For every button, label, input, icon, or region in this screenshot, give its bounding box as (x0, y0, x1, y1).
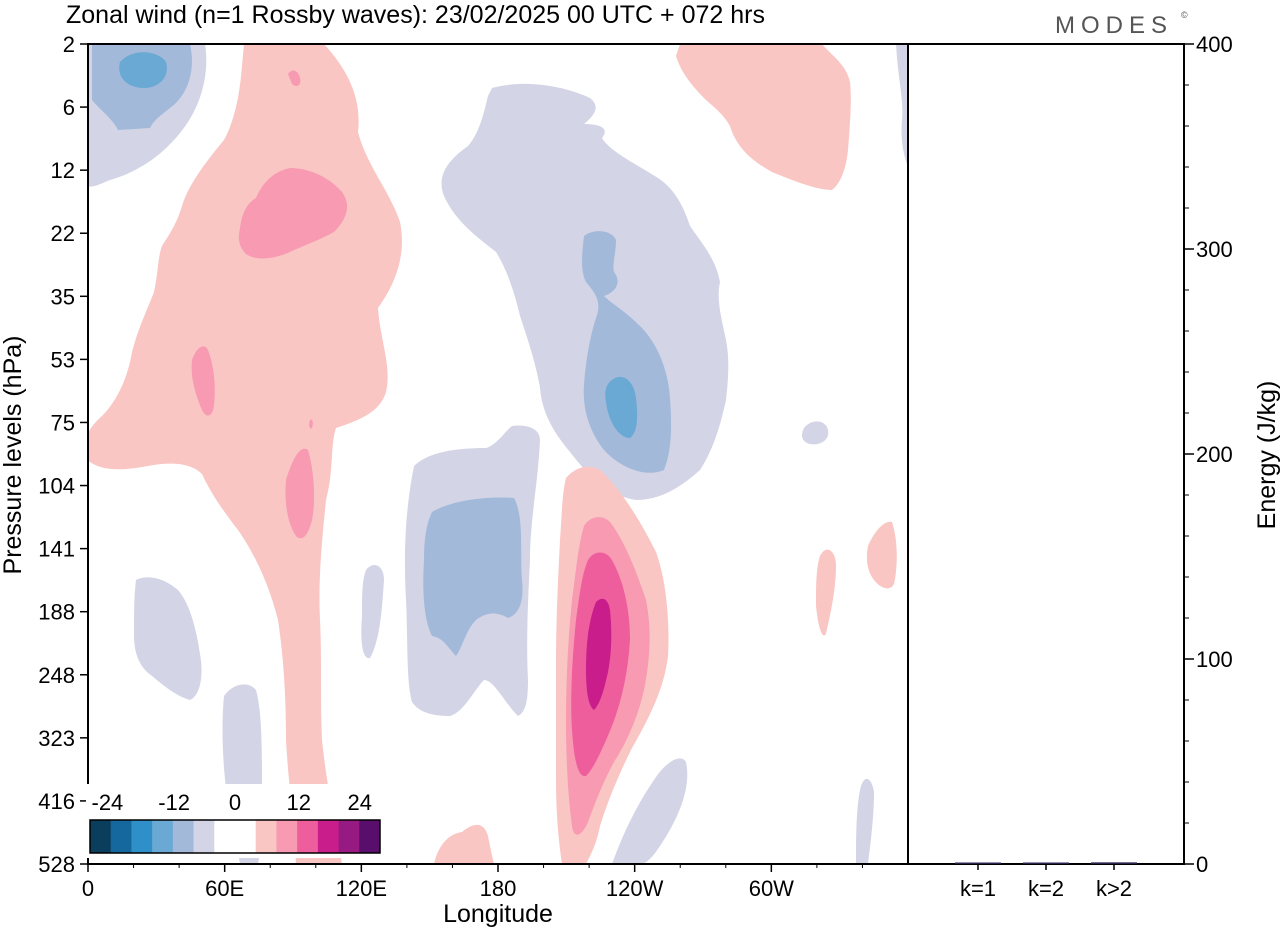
energy-bar (1091, 862, 1137, 864)
energy-tick-label: 300 (1196, 237, 1233, 262)
negative-region-lower-left-a (134, 577, 202, 700)
brand-mark: © (1181, 10, 1188, 20)
negative-region-upper-central-mid (582, 231, 672, 473)
colorbar-tick-label: -12 (158, 790, 190, 815)
colorbar-swatch (255, 820, 277, 853)
colorbar-swatch (338, 820, 360, 853)
positive-region-small-right-b (866, 521, 897, 589)
colorbar-swatch (317, 820, 340, 853)
energy-bar (955, 862, 1001, 864)
brand-logo: MODES (1055, 12, 1173, 39)
y-tick-label: 248 (38, 663, 75, 688)
colorbar-swatch (152, 820, 174, 853)
colorbar-tick-label: 0 (229, 790, 241, 815)
contour-plot: 0 60E 120E 180 120W 60W 2 6 12 22 35 53 75 104 141 188… (38, 32, 909, 901)
y-axis-label: Pressure levels (hPa) (0, 336, 27, 575)
negative-region-right-edge (896, 44, 908, 167)
positive-region-jet-level4 (586, 598, 612, 710)
colorbar-swatch (90, 820, 112, 853)
colorbar-swatch (172, 820, 195, 853)
y-tick-label: 188 (38, 600, 75, 625)
negative-region-top-left-core (119, 52, 167, 88)
x-tick-label: 60E (205, 876, 244, 901)
positive-region-large-left (88, 44, 402, 864)
energy-y-ticks: 0 100 200 300 400 (1184, 32, 1233, 877)
energy-plot-frame (907, 43, 1185, 865)
negative-region-lower-central (612, 758, 688, 864)
positive-region-mid-core-a (191, 346, 215, 416)
colorbar-swatch (276, 820, 298, 853)
positive-region-lower-centre-left (434, 824, 494, 864)
y-tick-label: 2 (63, 32, 75, 57)
energy-tick-label: 400 (1196, 32, 1233, 57)
energy-bar (1023, 862, 1069, 864)
colorbar-swatch (193, 820, 215, 853)
y-tick-label: 22 (51, 221, 75, 246)
colorbar-swatch (359, 820, 381, 853)
colorbar-swatch (110, 820, 132, 853)
positive-region-tiny-a (288, 70, 301, 86)
y-tick-label: 104 (38, 474, 75, 499)
x-tick-label: 180 (480, 876, 517, 901)
positive-region-tiny-b (309, 419, 313, 429)
energy-axis-label: Energy (J/kg) (1253, 381, 1280, 530)
colorbar-legend: -24 -12 0 12 24 (86, 784, 384, 858)
y-tick-label: 12 (51, 158, 75, 183)
energy-bars (955, 862, 1137, 864)
y-tick-label: 75 (51, 410, 75, 435)
colorbar-frame (89, 819, 381, 854)
negative-region-upper-central-core (605, 376, 638, 438)
y-tick-label: 35 (51, 284, 75, 309)
energy-tick-label: 100 (1196, 647, 1233, 672)
y-tick-label: 53 (51, 347, 75, 372)
positive-region-mid-core-b (285, 448, 315, 539)
negative-region-lower-left-c (361, 565, 384, 659)
y-tick-label: 6 (63, 95, 75, 120)
chart-title: Zonal wind (n=1 Rossby waves): 23/02/202… (66, 1, 765, 29)
y-axis-ticks: 2 6 12 22 35 53 75 104 141 188 248 323 416 528 (38, 32, 88, 877)
negative-region-lower-right (856, 778, 874, 864)
colorbar-swatch (297, 820, 319, 853)
x-tick-label: 60W (749, 876, 794, 901)
colorbar-tick-label: -24 (92, 790, 124, 815)
colorbar-swatch (214, 820, 236, 853)
energy-tick-label: 0 (1196, 852, 1208, 877)
y-tick-label: 323 (38, 726, 75, 751)
positive-region-top-right (676, 44, 851, 190)
positive-region-small-right-a (816, 549, 836, 636)
negative-region-midlevel-central-mid (423, 497, 523, 656)
x-tick-label: 0 (82, 876, 94, 901)
positive-region-upper-core (238, 168, 348, 259)
y-tick-label: 416 (38, 789, 75, 814)
energy-category-label: k=2 (1028, 876, 1064, 901)
colorbar-tick-label: 12 (287, 790, 311, 815)
x-tick-label: 120W (606, 876, 664, 901)
colorbar-tick-label: 24 (347, 790, 371, 815)
energy-bar-panel: 0 100 200 300 400 k=1 k=2 k>2 (907, 32, 1233, 901)
energy-x-ticks: k=1 k=2 k>2 (960, 864, 1132, 901)
x-axis-ticks: 0 60E 120E 180 120W 60W (82, 864, 863, 901)
colorbar-swatch (131, 820, 153, 853)
x-tick-label: 120E (336, 876, 387, 901)
colorbar-swatch (235, 820, 257, 853)
y-tick-label: 141 (38, 537, 75, 562)
negative-region-small-right (802, 421, 829, 445)
x-axis-label: Longitude (443, 900, 553, 928)
energy-category-label: k>2 (1096, 876, 1132, 901)
y-tick-label: 528 (38, 852, 75, 877)
energy-category-label: k=1 (960, 876, 996, 901)
energy-tick-label: 200 (1196, 442, 1233, 467)
